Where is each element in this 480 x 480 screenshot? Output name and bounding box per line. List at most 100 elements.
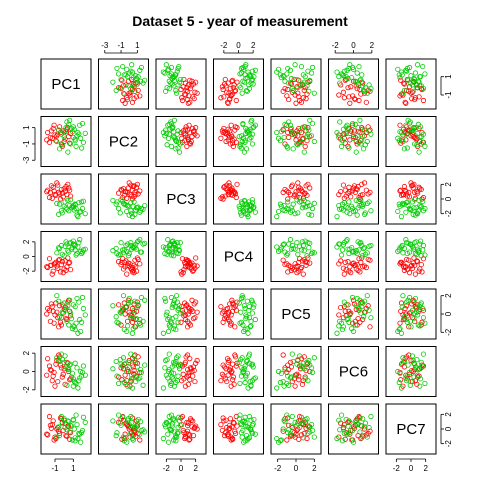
point-group-0-obs-17 bbox=[49, 304, 55, 310]
point-group-1-obs-24 bbox=[128, 242, 134, 249]
panel-PC5-vs-PC6 bbox=[328, 288, 379, 340]
panel-PC7-vs-PC4 bbox=[213, 403, 264, 455]
point-group-1-obs-29 bbox=[171, 323, 177, 329]
point-group-1-obs-5 bbox=[69, 437, 76, 443]
point-group-1-obs-17 bbox=[280, 242, 286, 248]
point-group-1-obs-27 bbox=[175, 145, 181, 151]
point-group-1-obs-29 bbox=[336, 74, 342, 80]
point-group-1-obs-5 bbox=[69, 370, 76, 376]
point-group-1-obs-15 bbox=[163, 62, 169, 68]
point-group-1-obs-28 bbox=[163, 298, 169, 304]
point-group-0-obs-0 bbox=[45, 356, 51, 362]
point-group-1-obs-21 bbox=[245, 330, 251, 336]
point-group-1-obs-10 bbox=[70, 238, 76, 244]
point-group-0-obs-25 bbox=[409, 96, 415, 102]
point-group-1-obs-11 bbox=[350, 208, 357, 215]
point-group-0-obs-9 bbox=[287, 264, 294, 270]
point-group-0-obs-17 bbox=[218, 378, 224, 384]
point-group-0-obs-25 bbox=[191, 128, 197, 134]
point-group-1-obs-28 bbox=[244, 88, 250, 94]
point-group-1-obs-29 bbox=[124, 323, 131, 329]
point-group-0-obs-15 bbox=[59, 190, 65, 196]
point-group-1-obs-26 bbox=[250, 125, 256, 131]
point-group-0-obs-23 bbox=[178, 269, 184, 275]
point-group-1-obs-26 bbox=[355, 421, 361, 427]
point-group-1-obs-9 bbox=[401, 146, 407, 152]
point-group-0-obs-24 bbox=[296, 187, 302, 193]
point-group-1-obs-11 bbox=[350, 439, 357, 445]
point-group-1-obs-24 bbox=[166, 413, 172, 420]
point-group-0-obs-22 bbox=[122, 264, 128, 270]
point-group-1-obs-26 bbox=[299, 81, 306, 87]
point-group-1-obs-16 bbox=[400, 200, 406, 206]
tick-label: 1 bbox=[71, 464, 76, 473]
point-group-1-obs-8 bbox=[162, 250, 168, 257]
point-group-1-obs-17 bbox=[408, 324, 414, 330]
point-group-1-obs-5 bbox=[171, 437, 177, 443]
point-group-0-obs-13 bbox=[137, 437, 143, 443]
point-group-1-obs-18 bbox=[176, 248, 183, 254]
point-group-1-obs-18 bbox=[241, 303, 247, 309]
point-group-0-obs-23 bbox=[419, 319, 425, 325]
point-group-0-obs-13 bbox=[186, 93, 192, 99]
point-group-1-obs-28 bbox=[132, 357, 138, 364]
point-group-1-obs-11 bbox=[165, 368, 172, 375]
point-group-0-obs-24 bbox=[119, 377, 125, 383]
point-group-0-obs-24 bbox=[342, 187, 348, 193]
point-group-1-obs-21 bbox=[398, 330, 405, 336]
point-group-0-obs-22 bbox=[44, 372, 50, 378]
point-group-1-obs-10 bbox=[343, 416, 349, 423]
point-group-1-obs-22 bbox=[67, 422, 74, 428]
point-group-1-obs-23 bbox=[168, 64, 175, 71]
point-group-1-obs-25 bbox=[121, 326, 127, 333]
point-group-1-obs-27 bbox=[114, 430, 120, 436]
point-group-0-obs-20 bbox=[182, 92, 188, 98]
point-group-1-obs-25 bbox=[277, 438, 284, 444]
point-group-1-obs-10 bbox=[135, 74, 141, 80]
point-group-0-obs-21 bbox=[234, 125, 240, 131]
point-group-1-obs-23 bbox=[240, 294, 246, 301]
panel-PC7-vs-PC1 bbox=[40, 403, 92, 455]
panel-PC1-vs-PC5 bbox=[270, 58, 322, 110]
point-group-1-obs-16 bbox=[239, 90, 245, 96]
point-group-1-obs-22 bbox=[249, 141, 256, 147]
point-group-1-obs-22 bbox=[118, 76, 124, 83]
point-group-0-obs-24 bbox=[296, 259, 302, 265]
point-group-1-obs-5 bbox=[397, 74, 403, 81]
point-group-1-obs-14 bbox=[405, 77, 411, 83]
point-group-1-obs-7 bbox=[64, 318, 70, 324]
point-group-1-obs-6 bbox=[80, 363, 87, 369]
point-group-1-obs-23 bbox=[309, 205, 316, 212]
point-group-1-obs-17 bbox=[280, 73, 286, 79]
point-group-1-obs-26 bbox=[299, 239, 306, 245]
point-group-1-obs-24 bbox=[420, 351, 427, 357]
panel-frame bbox=[213, 116, 264, 167]
point-group-0-obs-16 bbox=[288, 183, 295, 190]
point-group-1-obs-28 bbox=[306, 88, 312, 94]
point-group-0-obs-23 bbox=[57, 362, 64, 368]
point-group-0-obs-24 bbox=[398, 187, 404, 193]
point-group-1-obs-25 bbox=[396, 201, 402, 207]
point-group-1-obs-27 bbox=[78, 250, 85, 257]
point-group-1-obs-14 bbox=[405, 240, 411, 246]
point-group-1-obs-11 bbox=[78, 439, 84, 445]
point-group-1-obs-21 bbox=[334, 129, 340, 136]
panel-PC3-vs-PC4 bbox=[213, 173, 264, 225]
point-group-1-obs-22 bbox=[67, 197, 74, 203]
point-group-1-obs-24 bbox=[368, 85, 374, 92]
point-group-1-obs-22 bbox=[118, 197, 124, 203]
point-group-1-obs-16 bbox=[174, 138, 180, 145]
point-group-0-obs-20 bbox=[52, 383, 58, 389]
point-group-1-obs-28 bbox=[244, 357, 250, 364]
point-group-0-obs-22 bbox=[293, 264, 299, 270]
panel-frame bbox=[155, 288, 207, 340]
point-group-0-obs-12 bbox=[179, 256, 186, 262]
panel-frame bbox=[155, 231, 207, 282]
point-group-0-obs-1 bbox=[352, 96, 358, 103]
point-group-0-obs-9 bbox=[182, 359, 188, 365]
point-group-1-obs-13 bbox=[422, 380, 428, 387]
point-group-0-obs-24 bbox=[230, 187, 236, 193]
point-group-1-obs-3 bbox=[128, 200, 134, 206]
point-group-1-obs-18 bbox=[176, 79, 183, 85]
point-group-0-obs-11 bbox=[404, 267, 410, 273]
